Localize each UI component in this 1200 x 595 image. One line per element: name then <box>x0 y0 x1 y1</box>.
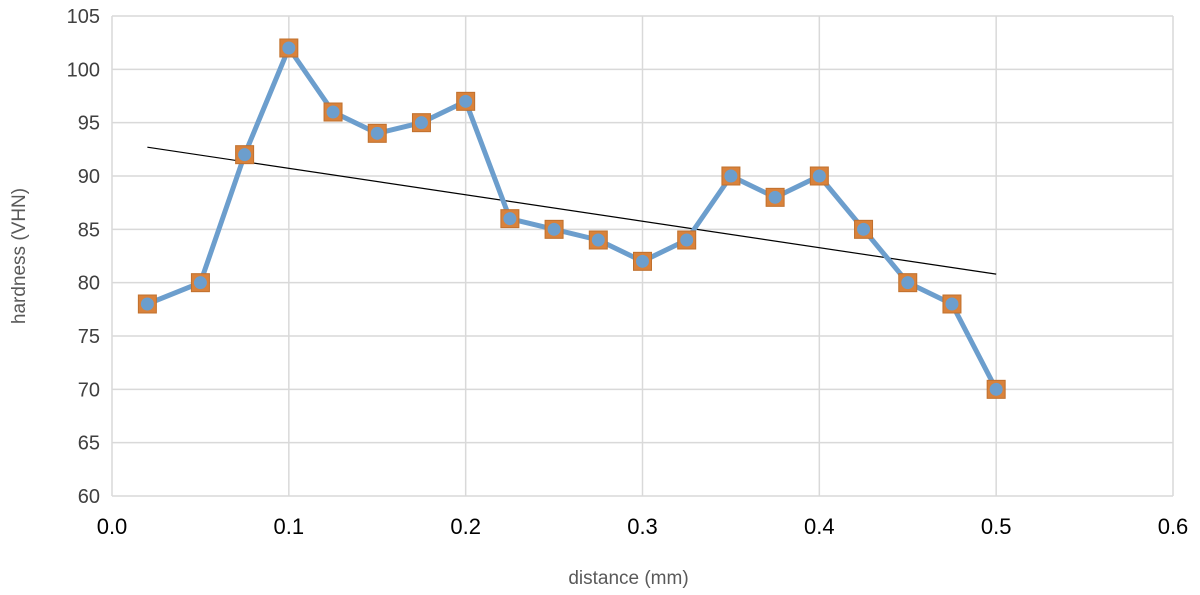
y-tick-label: 90 <box>78 166 100 188</box>
data-point <box>986 379 1006 399</box>
circle-marker <box>591 233 605 247</box>
data-point <box>633 251 652 271</box>
y-tick-label: 80 <box>78 273 100 295</box>
data-point <box>137 294 157 314</box>
circle-marker <box>768 190 782 204</box>
circle-marker <box>193 276 207 290</box>
y-tick-label: 65 <box>78 433 100 455</box>
x-tick-label: 0.1 <box>274 514 305 539</box>
y-tick-label: 100 <box>67 59 100 81</box>
data-point <box>765 187 785 207</box>
y-tick-label: 95 <box>78 113 100 135</box>
circle-marker <box>636 254 649 268</box>
y-tick-label: 70 <box>78 379 100 401</box>
x-tick-label: 0.3 <box>627 514 658 539</box>
data-point <box>588 230 608 250</box>
trendline <box>147 146 997 275</box>
circle-marker <box>680 233 694 247</box>
circle-marker <box>945 297 959 311</box>
circle-marker <box>370 126 384 140</box>
data-point <box>677 230 697 250</box>
x-tick-label: 0.6 <box>1158 514 1189 539</box>
circle-marker <box>901 276 915 290</box>
x-axis-title: distance (mm) <box>568 568 688 589</box>
x-tick-label: 0.4 <box>804 514 835 539</box>
data-point <box>456 91 476 111</box>
y-axis-tick-labels: 60 65 70 75 80 85 90 95 100 105 <box>67 6 100 508</box>
series-line <box>144 45 999 392</box>
y-tick-label: 75 <box>78 326 100 348</box>
x-tick-label: 0.5 <box>981 514 1012 539</box>
circle-marker <box>414 116 428 130</box>
circle-marker <box>503 212 517 226</box>
circle-marker <box>282 41 296 55</box>
circle-marker <box>724 169 738 183</box>
circle-marker <box>547 222 561 236</box>
circle-marker <box>238 148 252 162</box>
x-tick-label: 0.0 <box>97 514 128 539</box>
x-axis-tick-labels: 0.0 0.1 0.2 0.3 0.4 0.5 0.6 <box>97 514 1189 539</box>
circle-marker <box>459 94 473 108</box>
y-tick-label: 85 <box>78 219 100 241</box>
y-axis-title: hardness (VHN) <box>9 188 30 324</box>
data-point <box>721 166 741 186</box>
data-point <box>411 113 431 133</box>
data-point <box>500 209 520 229</box>
series <box>137 38 1006 399</box>
circle-marker <box>140 297 154 311</box>
linear-trendline <box>147 146 997 275</box>
data-point <box>323 102 343 122</box>
data-point <box>809 166 829 186</box>
circle-marker <box>857 222 871 236</box>
data-point <box>235 145 255 165</box>
circle-marker <box>812 169 826 183</box>
circle-marker <box>326 105 340 119</box>
data-point <box>279 38 299 58</box>
data-point <box>898 273 918 293</box>
data-point <box>544 219 564 239</box>
y-tick-label: 105 <box>67 6 100 28</box>
data-point <box>190 273 210 293</box>
y-tick-label: 60 <box>78 486 100 508</box>
circle-marker <box>989 382 1003 396</box>
data-point <box>942 294 962 314</box>
data-point <box>854 219 874 239</box>
x-tick-label: 0.2 <box>450 514 481 539</box>
data-point <box>367 123 387 143</box>
